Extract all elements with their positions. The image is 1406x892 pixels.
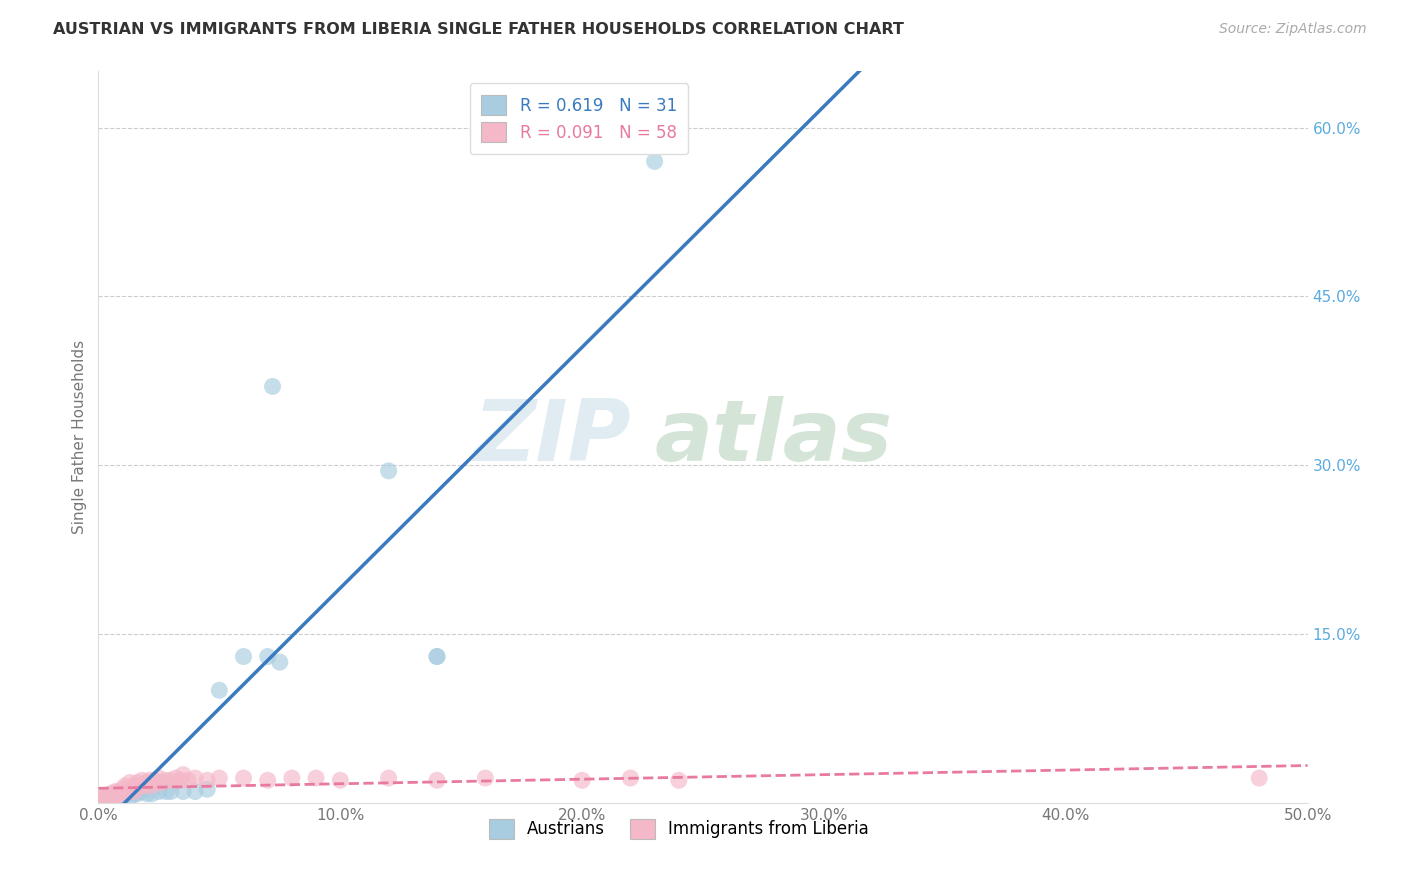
Point: [165, 771, 187, 785]
Point: [195, 782, 218, 797]
Point: [377, 464, 399, 478]
Point: [150, 775, 173, 789]
Point: [281, 771, 304, 785]
Point: [232, 771, 254, 785]
Point: [114, 779, 136, 793]
Point: [124, 779, 146, 793]
Text: Source: ZipAtlas.com: Source: ZipAtlas.com: [1219, 22, 1367, 37]
Point: [172, 767, 194, 781]
Point: [184, 771, 207, 785]
Point: [97, 792, 120, 806]
Point: [97, 790, 120, 805]
Point: [208, 771, 231, 785]
Point: [208, 683, 231, 698]
Point: [108, 788, 131, 802]
Point: [121, 782, 143, 797]
Point: [668, 773, 690, 788]
Point: [377, 771, 399, 785]
Point: [118, 775, 141, 789]
Point: [107, 784, 129, 798]
Point: [124, 787, 146, 801]
Point: [184, 784, 207, 798]
Point: [131, 784, 153, 798]
Point: [329, 773, 352, 788]
Point: [104, 787, 127, 801]
Point: [426, 649, 449, 664]
Point: [155, 784, 177, 798]
Point: [134, 779, 156, 793]
Point: [101, 787, 124, 801]
Point: [114, 789, 136, 803]
Point: [141, 787, 163, 801]
Point: [107, 789, 129, 803]
Point: [474, 771, 496, 785]
Point: [127, 787, 149, 801]
Point: [135, 787, 157, 801]
Point: [138, 773, 160, 788]
Point: [141, 779, 163, 793]
Point: [118, 790, 141, 805]
Point: [100, 787, 122, 801]
Point: [148, 784, 170, 798]
Point: [177, 773, 200, 788]
Point: [169, 773, 191, 788]
Point: [101, 791, 124, 805]
Point: [426, 773, 449, 788]
Point: [117, 784, 139, 798]
Point: [155, 773, 177, 788]
Point: [426, 649, 449, 664]
Point: [94, 789, 117, 803]
Point: [160, 773, 183, 788]
Point: [619, 771, 641, 785]
Point: [117, 787, 139, 801]
Point: [108, 791, 131, 805]
Point: [100, 792, 122, 806]
Point: [145, 775, 167, 789]
Point: [131, 773, 153, 788]
Point: [148, 771, 170, 785]
Point: [124, 784, 146, 798]
Point: [172, 784, 194, 798]
Point: [127, 775, 149, 789]
Point: [269, 655, 291, 669]
Point: [232, 649, 254, 664]
Point: [256, 649, 278, 664]
Point: [128, 779, 150, 793]
Point: [91, 791, 114, 805]
Point: [91, 790, 114, 805]
Point: [107, 790, 129, 805]
Point: [100, 789, 122, 803]
Point: [143, 773, 166, 788]
Text: atlas: atlas: [655, 395, 893, 479]
Legend: Austrians, Immigrants from Liberia: Austrians, Immigrants from Liberia: [482, 812, 876, 846]
Point: [104, 784, 127, 798]
Point: [111, 787, 134, 801]
Point: [195, 773, 218, 788]
Text: AUSTRIAN VS IMMIGRANTS FROM LIBERIA SINGLE FATHER HOUSEHOLDS CORRELATION CHART: AUSTRIAN VS IMMIGRANTS FROM LIBERIA SING…: [53, 22, 904, 37]
Point: [160, 784, 183, 798]
Point: [90, 792, 112, 806]
Point: [104, 790, 127, 805]
Point: [644, 154, 666, 169]
Text: ZIP: ZIP: [472, 395, 630, 479]
Point: [114, 787, 136, 801]
Point: [1249, 771, 1271, 785]
Point: [256, 773, 278, 788]
Point: [135, 775, 157, 789]
Point: [100, 789, 122, 803]
Point: [571, 773, 593, 788]
Point: [118, 782, 141, 797]
Point: [111, 782, 134, 797]
Point: [94, 790, 117, 805]
Point: [101, 791, 124, 805]
Point: [262, 379, 284, 393]
Point: [94, 792, 117, 806]
Point: [111, 787, 134, 801]
Y-axis label: Single Father Households: Single Father Households: [72, 340, 87, 534]
Point: [305, 771, 328, 785]
